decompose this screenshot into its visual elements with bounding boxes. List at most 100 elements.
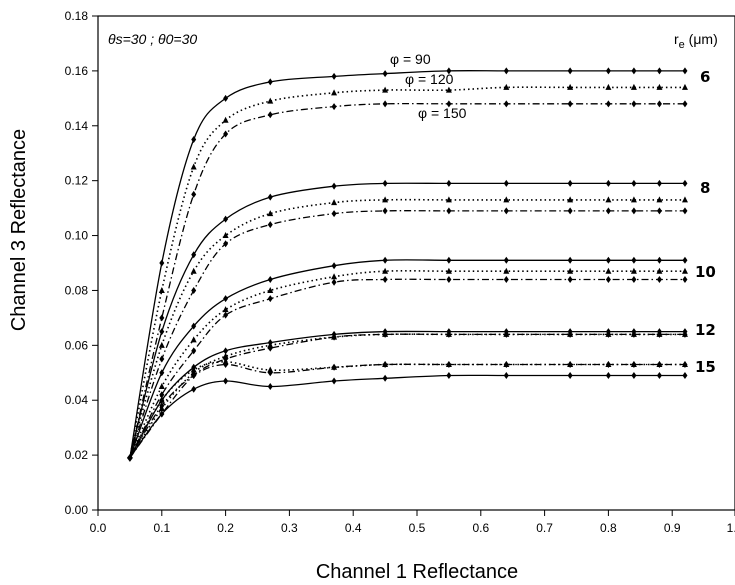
data-point	[382, 207, 388, 215]
data-point	[567, 67, 573, 75]
data-point	[222, 232, 229, 239]
data-point	[631, 330, 637, 338]
data-point	[159, 369, 165, 377]
data-point	[503, 330, 509, 338]
data-point	[503, 267, 510, 274]
series-line-re6-phi90	[129, 70, 685, 459]
data-point	[191, 385, 197, 393]
data-point	[605, 372, 611, 380]
data-point	[656, 361, 662, 369]
x-tick-label: 0.0	[90, 521, 107, 535]
phi-label-90: φ = 90	[390, 51, 431, 67]
data-point	[446, 361, 452, 369]
series-line-re8-phi90	[129, 182, 685, 459]
data-point	[382, 196, 389, 203]
re-label-12: 12	[695, 321, 716, 339]
data-point	[223, 295, 229, 303]
x-tick-label: 0.1	[153, 521, 170, 535]
data-point	[331, 72, 337, 80]
data-point	[331, 363, 337, 371]
data-point	[331, 377, 337, 385]
y-tick-label: 0.00	[65, 503, 89, 517]
data-point	[159, 314, 165, 322]
data-point	[682, 361, 688, 369]
data-point	[567, 100, 573, 108]
data-point	[682, 275, 688, 283]
data-point	[159, 391, 165, 399]
y-tick-label: 0.04	[65, 393, 89, 407]
data-point	[191, 347, 197, 355]
series-line-re15-phi90	[129, 374, 685, 459]
y-tick-label: 0.18	[65, 9, 89, 23]
series-line-re10-phi90	[129, 259, 685, 459]
data-point	[191, 322, 197, 330]
data-point	[382, 70, 388, 78]
data-point	[681, 83, 688, 90]
phi-label-150: φ = 150	[418, 105, 467, 121]
marker-layer	[126, 67, 688, 462]
y-tick-label: 0.14	[65, 119, 89, 133]
x-tick-label: 0.4	[345, 521, 362, 535]
re-header-unit: (μm)	[685, 31, 718, 47]
data-point	[331, 182, 337, 190]
x-tick-label: 0.5	[409, 521, 426, 535]
data-point	[446, 275, 452, 283]
data-point	[630, 196, 637, 203]
y-tick-label: 0.08	[65, 283, 89, 297]
data-point	[382, 86, 389, 93]
data-point	[191, 251, 197, 259]
data-point	[656, 179, 662, 187]
data-point	[503, 100, 509, 108]
data-point	[267, 275, 273, 283]
data-point	[331, 103, 337, 111]
annotation-separator: ;	[146, 31, 158, 47]
data-point	[605, 207, 611, 215]
data-point	[158, 396, 165, 403]
series-line-re8-phi150	[129, 210, 686, 459]
data-point	[567, 207, 573, 215]
data-point	[446, 330, 452, 338]
re-header-subscript: e	[679, 39, 685, 51]
data-point	[567, 372, 573, 380]
theta-s-label: θs=30	[108, 31, 147, 47]
data-point	[222, 116, 229, 123]
x-tick-label: 0.6	[472, 521, 489, 535]
data-point	[631, 100, 637, 108]
data-point	[567, 83, 574, 90]
theta-0-label: θ0=30	[158, 31, 197, 47]
data-point	[267, 369, 273, 377]
data-point	[630, 83, 637, 90]
data-point	[567, 275, 573, 283]
x-tick-label: 0.3	[281, 521, 298, 535]
data-point	[656, 196, 663, 203]
series-line-re15-phi120	[129, 360, 685, 459]
data-point	[159, 328, 165, 336]
series-line-re12-phi120	[129, 333, 685, 459]
data-point	[682, 207, 688, 215]
re-header-symbol: r	[674, 31, 679, 47]
data-point	[267, 210, 274, 217]
data-point	[191, 190, 197, 198]
data-point	[267, 221, 273, 229]
data-point	[503, 207, 509, 215]
data-point	[567, 330, 573, 338]
data-point	[503, 179, 509, 187]
data-point	[382, 256, 388, 264]
data-point	[191, 286, 197, 294]
y-tick-label: 0.02	[65, 448, 89, 462]
x-tick-label: 0.7	[536, 521, 553, 535]
data-point	[446, 100, 452, 108]
data-point	[158, 383, 165, 389]
data-point	[267, 286, 274, 293]
geometry-annotation: θs=30 ; θ0=30	[108, 31, 197, 47]
data-point	[223, 311, 229, 319]
data-point	[331, 278, 337, 286]
data-point	[446, 179, 452, 187]
y-tick-label: 0.16	[65, 64, 89, 78]
data-point	[503, 372, 509, 380]
y-tick-label: 0.06	[65, 338, 89, 352]
data-point	[605, 361, 611, 369]
data-point	[567, 256, 573, 264]
data-point	[159, 402, 165, 410]
x-tick-label: 0.2	[217, 521, 234, 535]
